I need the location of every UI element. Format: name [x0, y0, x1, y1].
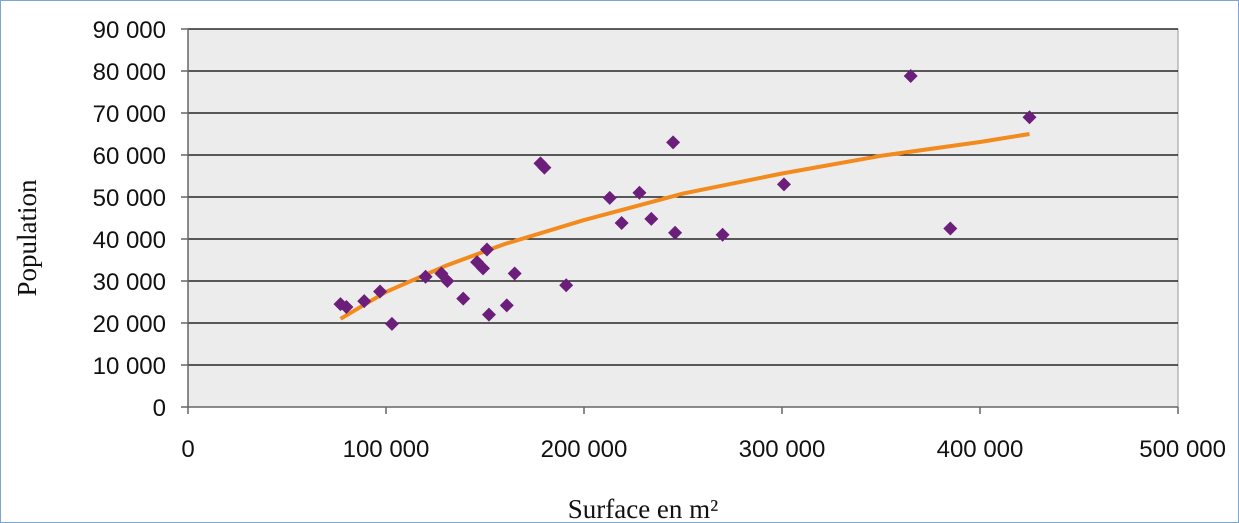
data-point [632, 185, 647, 200]
data-points [333, 69, 1037, 331]
y-tick-label: 70 000 [93, 101, 166, 128]
y-tick-label: 0 [153, 395, 166, 422]
data-point [903, 69, 918, 84]
data-point [384, 316, 399, 331]
y-tick-labels: 0 10 000 20 000 30 000 40 000 50 000 60 000 70 … [93, 17, 166, 422]
x-axis-title: Surface en m² [568, 494, 719, 523]
data-point [373, 284, 388, 299]
x-tick-label: 400 000 [937, 436, 1024, 463]
data-point [479, 242, 494, 257]
trend-line [339, 132, 1030, 321]
data-point [507, 266, 522, 281]
data-point [715, 227, 730, 242]
data-point [357, 294, 372, 309]
x-tick-label: 300 000 [739, 436, 826, 463]
y-tick-label: 30 000 [93, 269, 166, 296]
data-point [339, 300, 354, 315]
y-tick-label: 40 000 [93, 227, 166, 254]
x-tick-label: 200 000 [541, 436, 628, 463]
y-tick-label: 60 000 [93, 143, 166, 170]
x-tick-label: 0 [181, 436, 194, 463]
data-point [476, 261, 491, 276]
data-point [602, 190, 617, 205]
x-tick-label: 100 000 [343, 436, 430, 463]
x-tick-labels: 0 100 000 200 000 300 000 400 000 500 000 [181, 436, 1226, 463]
data-point [499, 298, 514, 313]
gridlines [188, 28, 1178, 366]
data-point [481, 307, 496, 322]
data-point [1022, 110, 1037, 125]
data-point [537, 160, 552, 175]
data-point [943, 221, 958, 236]
y-tick-label: 80 000 [93, 59, 166, 86]
data-point [666, 135, 681, 150]
y-tick-label: 20 000 [93, 311, 166, 338]
plot-area [187, 28, 1179, 408]
data-point [559, 278, 574, 293]
data-point [456, 291, 471, 306]
data-point [440, 274, 455, 288]
data-point [776, 177, 791, 192]
y-axis-title: Population [12, 179, 42, 297]
y-tick-label: 90 000 [93, 17, 166, 44]
x-tick-label: 500 000 [1139, 436, 1226, 463]
axes [181, 28, 1179, 414]
y-tick-label: 50 000 [93, 185, 166, 212]
data-point [614, 216, 629, 231]
data-point [668, 225, 683, 240]
data-point [418, 269, 433, 284]
data-point [644, 211, 659, 226]
y-tick-label: 10 000 [93, 353, 166, 380]
